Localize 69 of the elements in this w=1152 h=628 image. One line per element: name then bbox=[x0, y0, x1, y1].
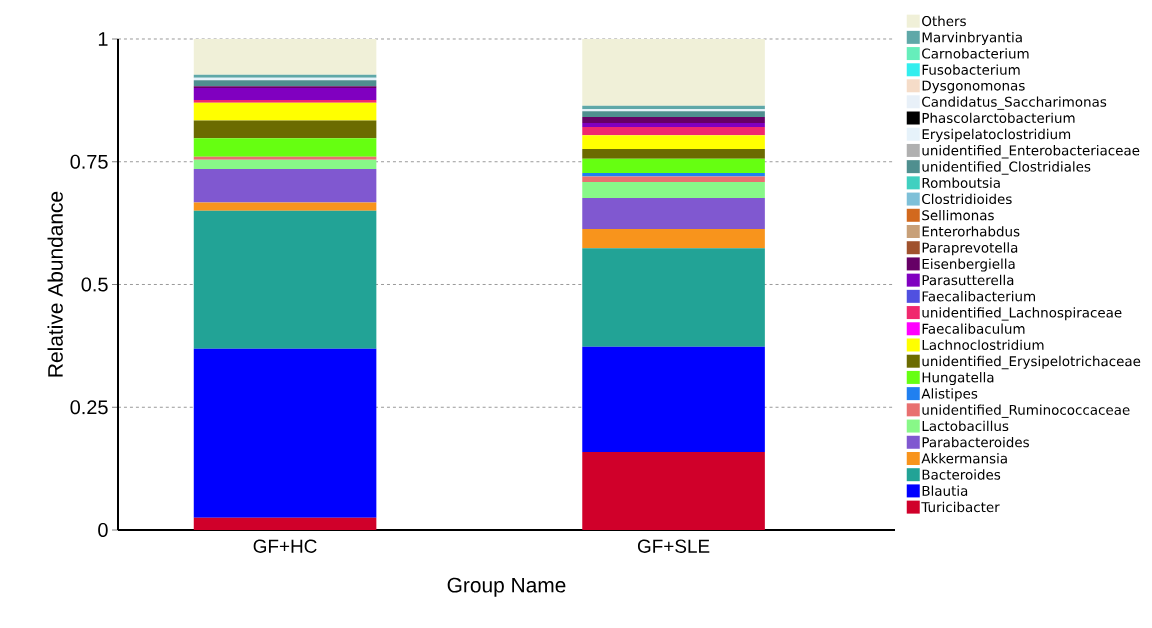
bar bbox=[193, 202, 377, 211]
legend-label: Hungatella bbox=[922, 372, 994, 386]
legend-label: Alistipes bbox=[921, 388, 978, 402]
bar bbox=[193, 169, 377, 203]
legend-label: Marvinbryantia bbox=[922, 32, 1022, 46]
legend-label: Sellimonas bbox=[922, 209, 994, 221]
bar bbox=[582, 181, 765, 199]
y-tick-label: 0.75 bbox=[70, 154, 108, 169]
bar bbox=[582, 248, 765, 347]
bar bbox=[193, 80, 377, 87]
legend-label: Candidatus_Saccharimonas bbox=[922, 96, 1107, 110]
bar bbox=[582, 111, 765, 118]
legend-label: Paraprevotella bbox=[922, 242, 1018, 256]
legend-label: Blautia bbox=[922, 485, 968, 496]
y-tick-label: 1 bbox=[98, 32, 108, 46]
bar bbox=[193, 99, 377, 103]
legend-label: unidentified_Erysipelotrichaceae bbox=[922, 355, 1141, 370]
bar bbox=[582, 176, 765, 182]
bar bbox=[582, 117, 765, 123]
legend-label: Dysgonomonas bbox=[922, 80, 1025, 94]
bar bbox=[582, 126, 765, 136]
legend-label: Bacteroides bbox=[922, 469, 1001, 480]
bar bbox=[582, 451, 765, 530]
y-tick-label: 0 bbox=[98, 522, 108, 538]
bar bbox=[582, 346, 765, 452]
y-tick-label: 0.5 bbox=[81, 277, 108, 292]
bar bbox=[193, 348, 377, 518]
bar bbox=[582, 158, 765, 174]
legend-label: Faecalibacterium bbox=[922, 291, 1035, 302]
legend-label: Clostridioides bbox=[922, 193, 1012, 205]
y-axis-title: Relative Abundance bbox=[47, 191, 63, 377]
legend-label: Erysipelatoclostridium bbox=[922, 128, 1071, 142]
legend-label: Fusobacterium bbox=[922, 64, 1020, 75]
bar bbox=[193, 88, 377, 100]
x-tick-label: GF+HC bbox=[253, 539, 317, 553]
bar bbox=[193, 138, 377, 157]
legend-label: Enterorhabdus bbox=[922, 226, 1020, 237]
legend-label: Faecalibaculum bbox=[922, 323, 1025, 334]
bar bbox=[193, 39, 377, 75]
y-tick-label: 0.25 bbox=[70, 400, 108, 415]
bar bbox=[193, 159, 377, 170]
legend-label: Eisenbergiella bbox=[922, 258, 1015, 272]
legend-label: Parasutterella bbox=[922, 274, 1014, 286]
bar bbox=[582, 39, 765, 106]
bar bbox=[582, 229, 765, 249]
x-axis-title: Group Name bbox=[447, 577, 566, 597]
legend-label: unidentified_Clostridiales bbox=[922, 161, 1091, 175]
bar bbox=[193, 210, 377, 349]
legend-label: Parabacteroides bbox=[922, 436, 1029, 448]
legend-label: Turicibacter bbox=[921, 501, 1000, 513]
legend-label: Others bbox=[922, 15, 966, 27]
legend-label: Carnobacterium bbox=[922, 48, 1029, 59]
bar bbox=[582, 148, 765, 159]
legend-label: Lactobacillus bbox=[922, 420, 1009, 432]
legend-label: unidentified_Ruminococcaceae bbox=[922, 404, 1130, 418]
legend-label: Romboutsia bbox=[922, 177, 1000, 188]
bar bbox=[193, 156, 377, 160]
bar bbox=[582, 122, 765, 127]
bar bbox=[193, 120, 377, 139]
x-tick-label: GF+SLE bbox=[637, 539, 710, 553]
legend-label: unidentified_Enterobacteriaceae bbox=[922, 145, 1140, 159]
legend-label: unidentified_Lachnospiraceae bbox=[922, 307, 1122, 321]
bar bbox=[193, 517, 377, 530]
legend-label: Akkermansia bbox=[921, 453, 1007, 464]
legend-label: Phascolarctobacterium bbox=[922, 112, 1075, 124]
bar bbox=[582, 135, 765, 149]
bar bbox=[582, 198, 765, 230]
legend-label: Lachnoclostridium bbox=[922, 339, 1044, 351]
bar bbox=[193, 102, 377, 121]
